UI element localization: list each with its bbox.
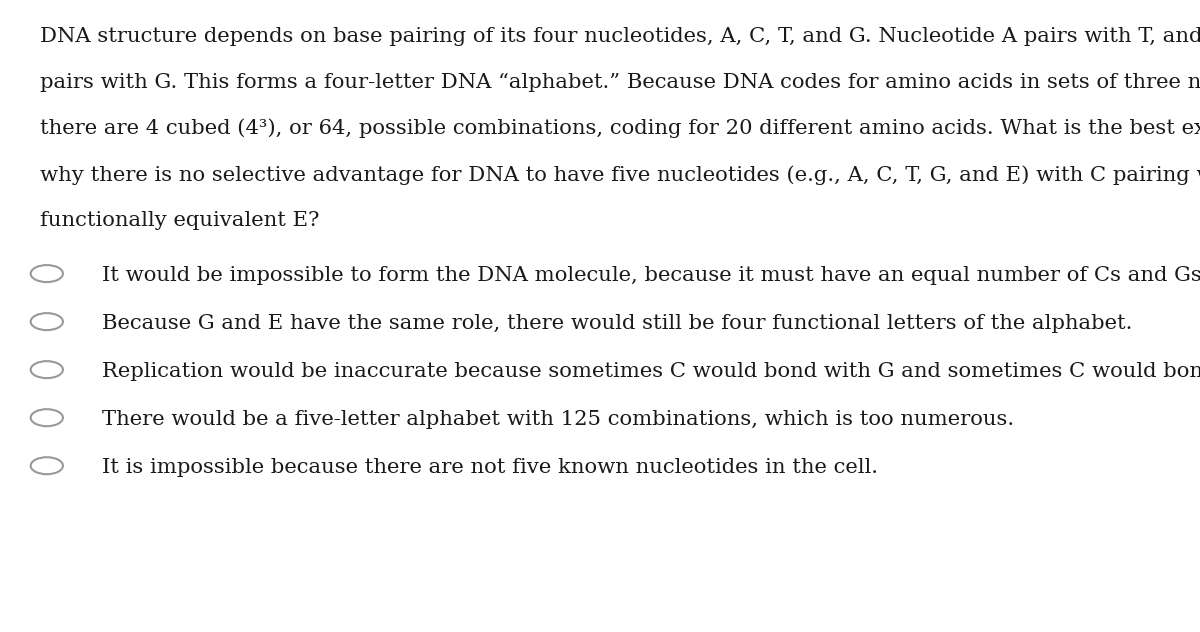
Text: functionally equivalent E?: functionally equivalent E? [40,211,319,230]
Text: There would be a five-letter alphabet with 125 combinations, which is too numero: There would be a five-letter alphabet wi… [102,410,1014,429]
Text: why there is no selective advantage for DNA to have five nucleotides (e.g., A, C: why there is no selective advantage for … [40,165,1200,185]
Text: It would be impossible to form the DNA molecule, because it must have an equal n: It would be impossible to form the DNA m… [102,266,1200,285]
Text: pairs with G. This forms a four-letter DNA “alphabet.” Because DNA codes for ami: pairs with G. This forms a four-letter D… [40,73,1200,92]
Text: there are 4 cubed (4³), or 64, possible combinations, coding for 20 different am: there are 4 cubed (4³), or 64, possible … [40,119,1200,138]
Text: It is impossible because there are not five known nucleotides in the cell.: It is impossible because there are not f… [102,458,878,477]
Text: Because G and E have the same role, there would still be four functional letters: Because G and E have the same role, ther… [102,314,1133,333]
Text: Replication would be inaccurate because sometimes C would bond with G and someti: Replication would be inaccurate because … [102,362,1200,381]
Text: DNA structure depends on base pairing of its four nucleotides, A, C, T, and G. N: DNA structure depends on base pairing of… [40,27,1200,46]
